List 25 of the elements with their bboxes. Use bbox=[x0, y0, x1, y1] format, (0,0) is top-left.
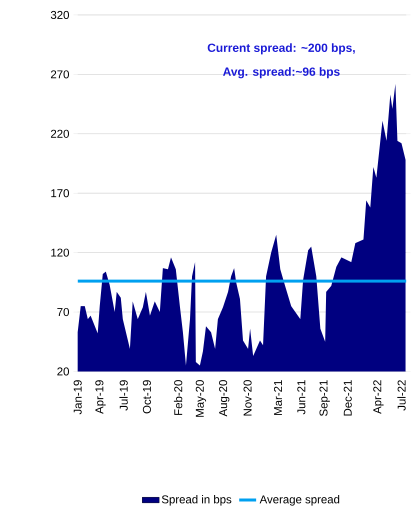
y-tick-label: 220 bbox=[50, 130, 69, 138]
legend-label: Spread in bps bbox=[162, 495, 232, 506]
y-tick-label: 320 bbox=[50, 10, 69, 19]
legend-label: Average spread bbox=[260, 495, 340, 506]
y-tick-label: 20 bbox=[57, 367, 69, 376]
y-tick-label: 120 bbox=[51, 248, 69, 257]
x-tick-label: Jul-22 bbox=[397, 380, 406, 411]
y-tick-label: 70 bbox=[57, 308, 69, 316]
x-tick-label: Apr-22 bbox=[373, 380, 384, 414]
x-tick-label: Oct-19 bbox=[142, 380, 151, 414]
y-tick-label: 270 bbox=[50, 70, 69, 78]
x-tick-label: May-20 bbox=[196, 380, 206, 417]
x-tick-label: Apr-19 bbox=[95, 380, 106, 414]
x-tick-label: Jan-19 bbox=[74, 380, 82, 414]
y-tick-label: 170 bbox=[51, 189, 69, 198]
x-tick-label: Dec-21 bbox=[344, 380, 352, 416]
x-tick-label: Mar-21 bbox=[274, 380, 282, 415]
x-tick-label: Aug-20 bbox=[218, 380, 230, 416]
x-tick-label: Jul-19 bbox=[119, 380, 128, 411]
annotation: Avg. spread:~96 bps bbox=[222, 67, 340, 78]
x-tick-label: Nov-20 bbox=[243, 380, 252, 416]
x-tick-label: Jun-21 bbox=[297, 380, 306, 414]
x-tick-label: Feb-20 bbox=[174, 380, 182, 415]
x-tick-label: Sep-21 bbox=[319, 380, 330, 416]
annotation: Current spread: ~200 bps, bbox=[208, 43, 355, 54]
